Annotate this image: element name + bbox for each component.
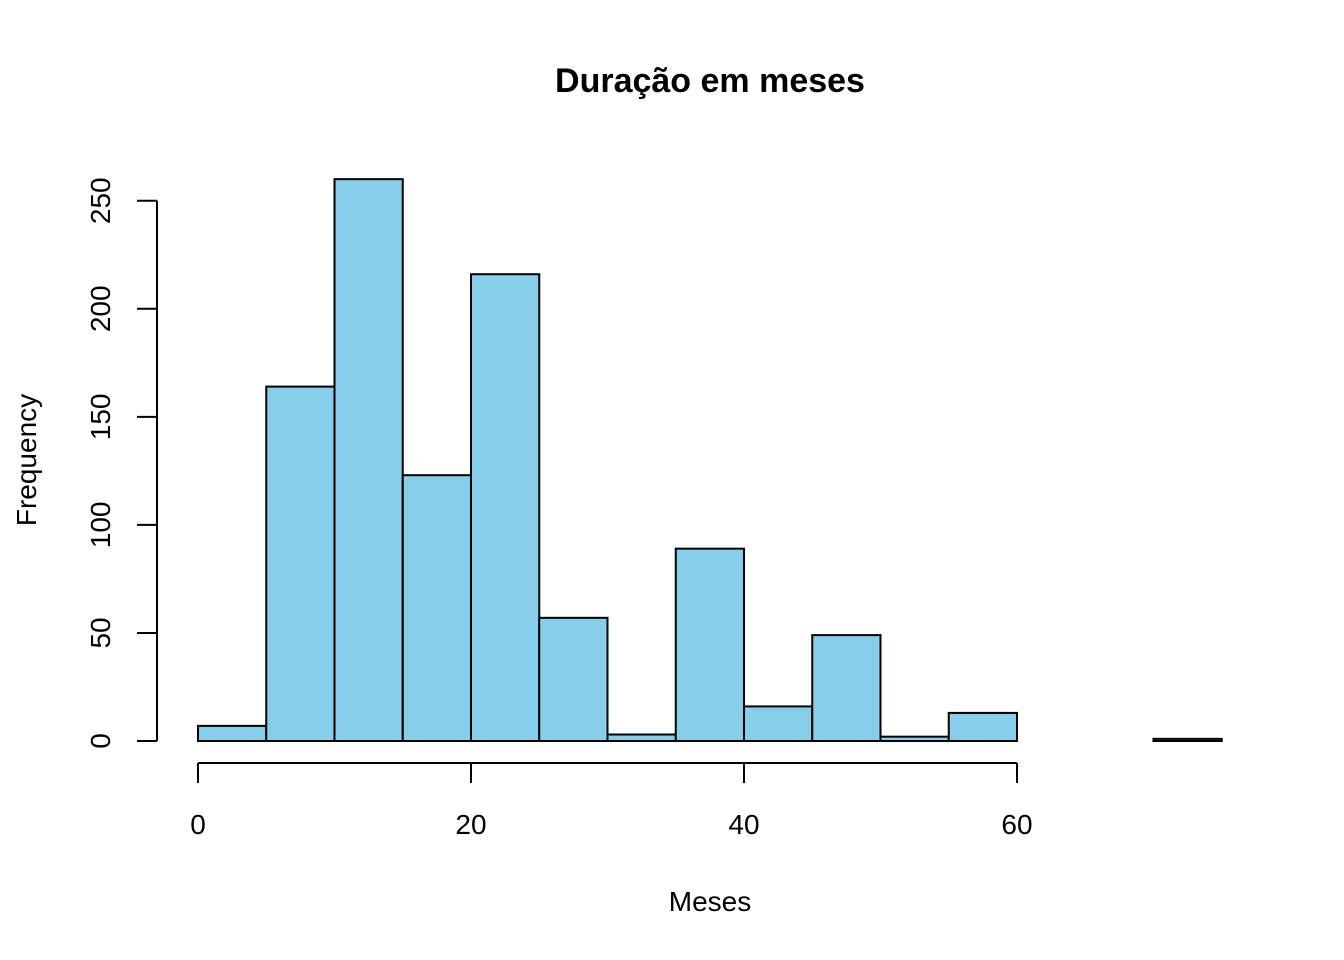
x-tick-label: 40	[728, 809, 759, 840]
histogram-bar	[197, 724, 268, 742]
y-tick-label: 50	[85, 617, 116, 648]
x-axis: 0 20 40 60	[190, 762, 1033, 840]
histogram-bar	[1152, 737, 1223, 742]
histogram-bar	[743, 705, 814, 743]
histogram-bar	[811, 634, 882, 743]
x-axis-label: Meses	[669, 886, 751, 917]
histogram-bar	[333, 178, 404, 742]
y-tick-label: 250	[85, 177, 116, 224]
histogram-bar	[947, 711, 1018, 742]
y-axis: 0 50 100 150 200 250	[85, 177, 158, 749]
chart-title: Duração em meses	[555, 62, 865, 100]
x-tick-label: 20	[455, 809, 486, 840]
histogram-bar	[538, 616, 609, 742]
y-tick-label: 150	[85, 393, 116, 440]
histogram-bar	[401, 474, 472, 742]
y-tick-label: 100	[85, 502, 116, 549]
y-axis-label: Frequency	[11, 394, 42, 526]
y-tick-label: 200	[85, 285, 116, 332]
x-tick-label: 60	[1001, 809, 1032, 840]
histogram-bar	[265, 385, 336, 742]
histogram-bar	[674, 547, 745, 743]
histogram-bar	[879, 735, 950, 742]
x-tick-label: 0	[190, 809, 206, 840]
y-tick-label: 0	[85, 733, 116, 749]
histogram-bar	[470, 273, 541, 742]
histogram-bar	[606, 733, 677, 743]
bars-group	[197, 178, 1223, 743]
